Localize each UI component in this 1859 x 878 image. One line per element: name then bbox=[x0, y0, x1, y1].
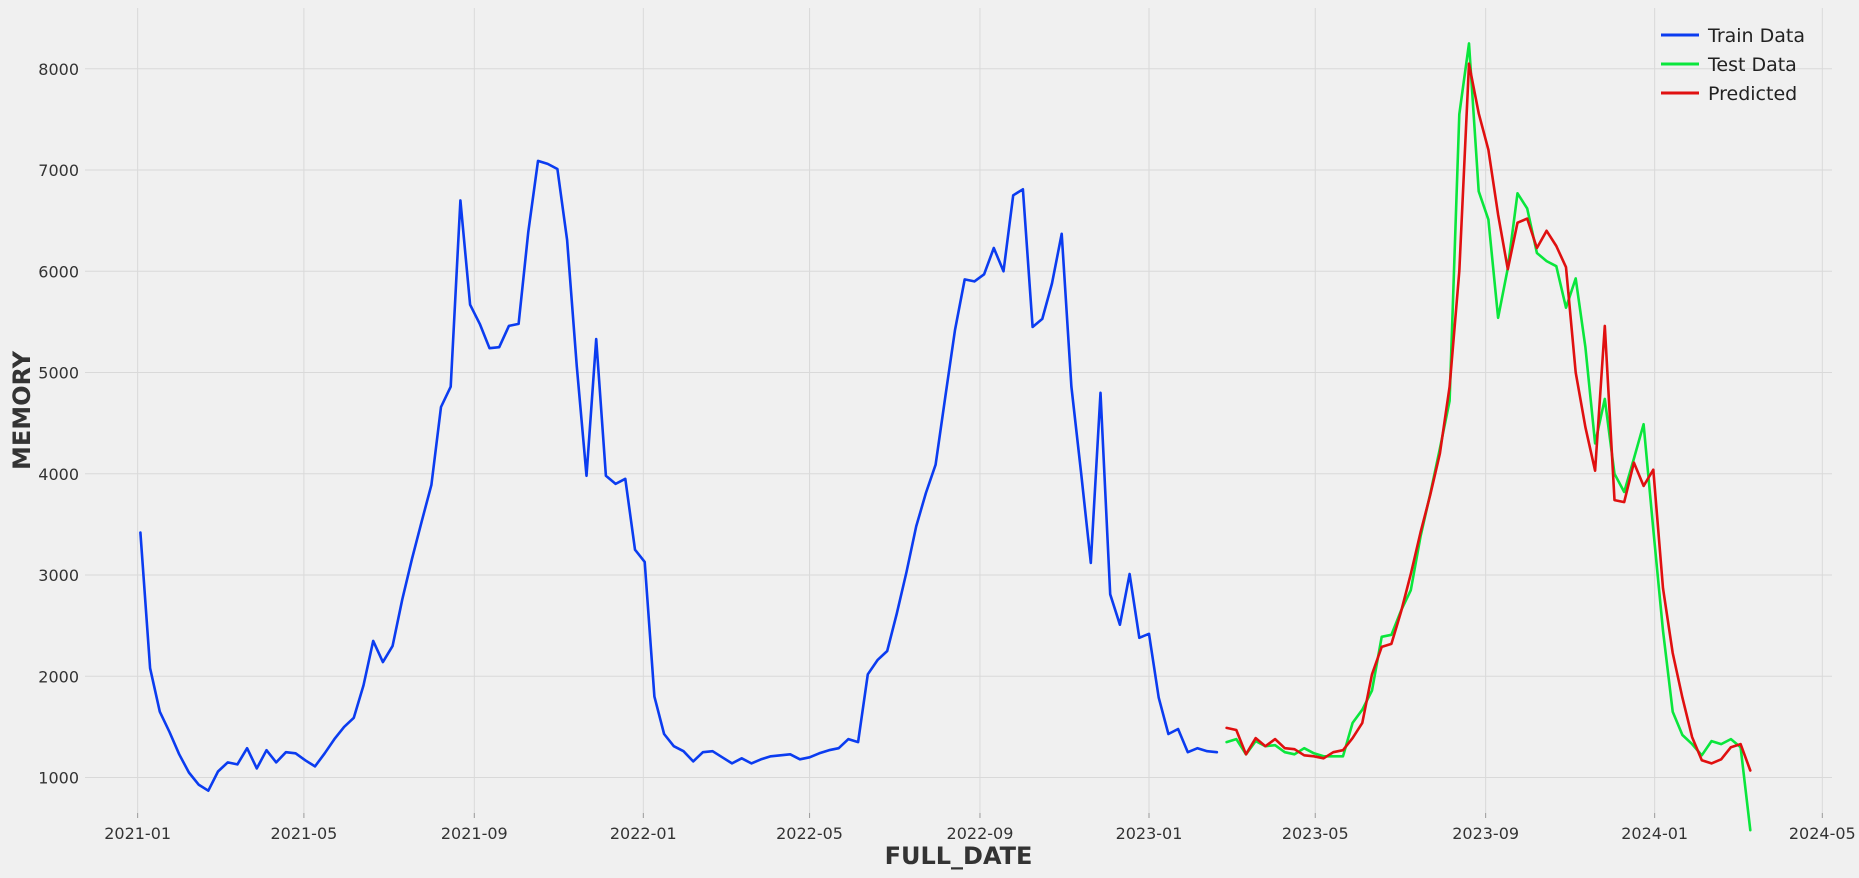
x-tick-label: 2021-09 bbox=[441, 824, 508, 843]
series-group bbox=[139, 42, 1752, 832]
x-axis-title: FULL_DATE bbox=[885, 842, 1033, 870]
y-axis-title: MEMORY bbox=[8, 350, 36, 470]
x-tick-label: 2023-09 bbox=[1452, 824, 1519, 843]
series-line-predicted bbox=[1225, 62, 1752, 772]
y-tick-label: 8000 bbox=[38, 60, 79, 79]
x-tick-label: 2022-05 bbox=[776, 824, 843, 843]
y-tick-label: 4000 bbox=[38, 465, 79, 484]
x-tick-label: 2021-05 bbox=[270, 824, 337, 843]
legend: Train Data Test Data Predicted bbox=[1661, 25, 1805, 105]
y-tick-label: 1000 bbox=[38, 769, 79, 788]
x-tick-label: 2023-05 bbox=[1282, 824, 1349, 843]
grid bbox=[85, 8, 1832, 813]
x-tick-label: 2024-05 bbox=[1789, 824, 1856, 843]
x-tick-label: 2024-01 bbox=[1621, 824, 1688, 843]
y-tick-label: 2000 bbox=[38, 667, 79, 686]
y-tick-label: 6000 bbox=[38, 262, 79, 281]
x-tick-label: 2022-09 bbox=[947, 824, 1014, 843]
x-tick-label: 2023-01 bbox=[1116, 824, 1183, 843]
legend-label: Test Data bbox=[1707, 54, 1797, 76]
legend-label: Train Data bbox=[1707, 25, 1805, 47]
y-tick-label: 3000 bbox=[38, 566, 79, 585]
x-tick-label: 2021-01 bbox=[104, 824, 171, 843]
series-line-test-data bbox=[1225, 42, 1752, 832]
x-tick-label: 2022-01 bbox=[610, 824, 677, 843]
y-tick-label: 7000 bbox=[38, 161, 79, 180]
series-line-train-data bbox=[139, 159, 1219, 793]
y-tick-label: 5000 bbox=[38, 364, 79, 383]
legend-label: Predicted bbox=[1708, 83, 1797, 105]
axes: 1000 2000 3000 4000 5000 6000 7000 8000 2021-01 2… bbox=[38, 60, 1855, 843]
